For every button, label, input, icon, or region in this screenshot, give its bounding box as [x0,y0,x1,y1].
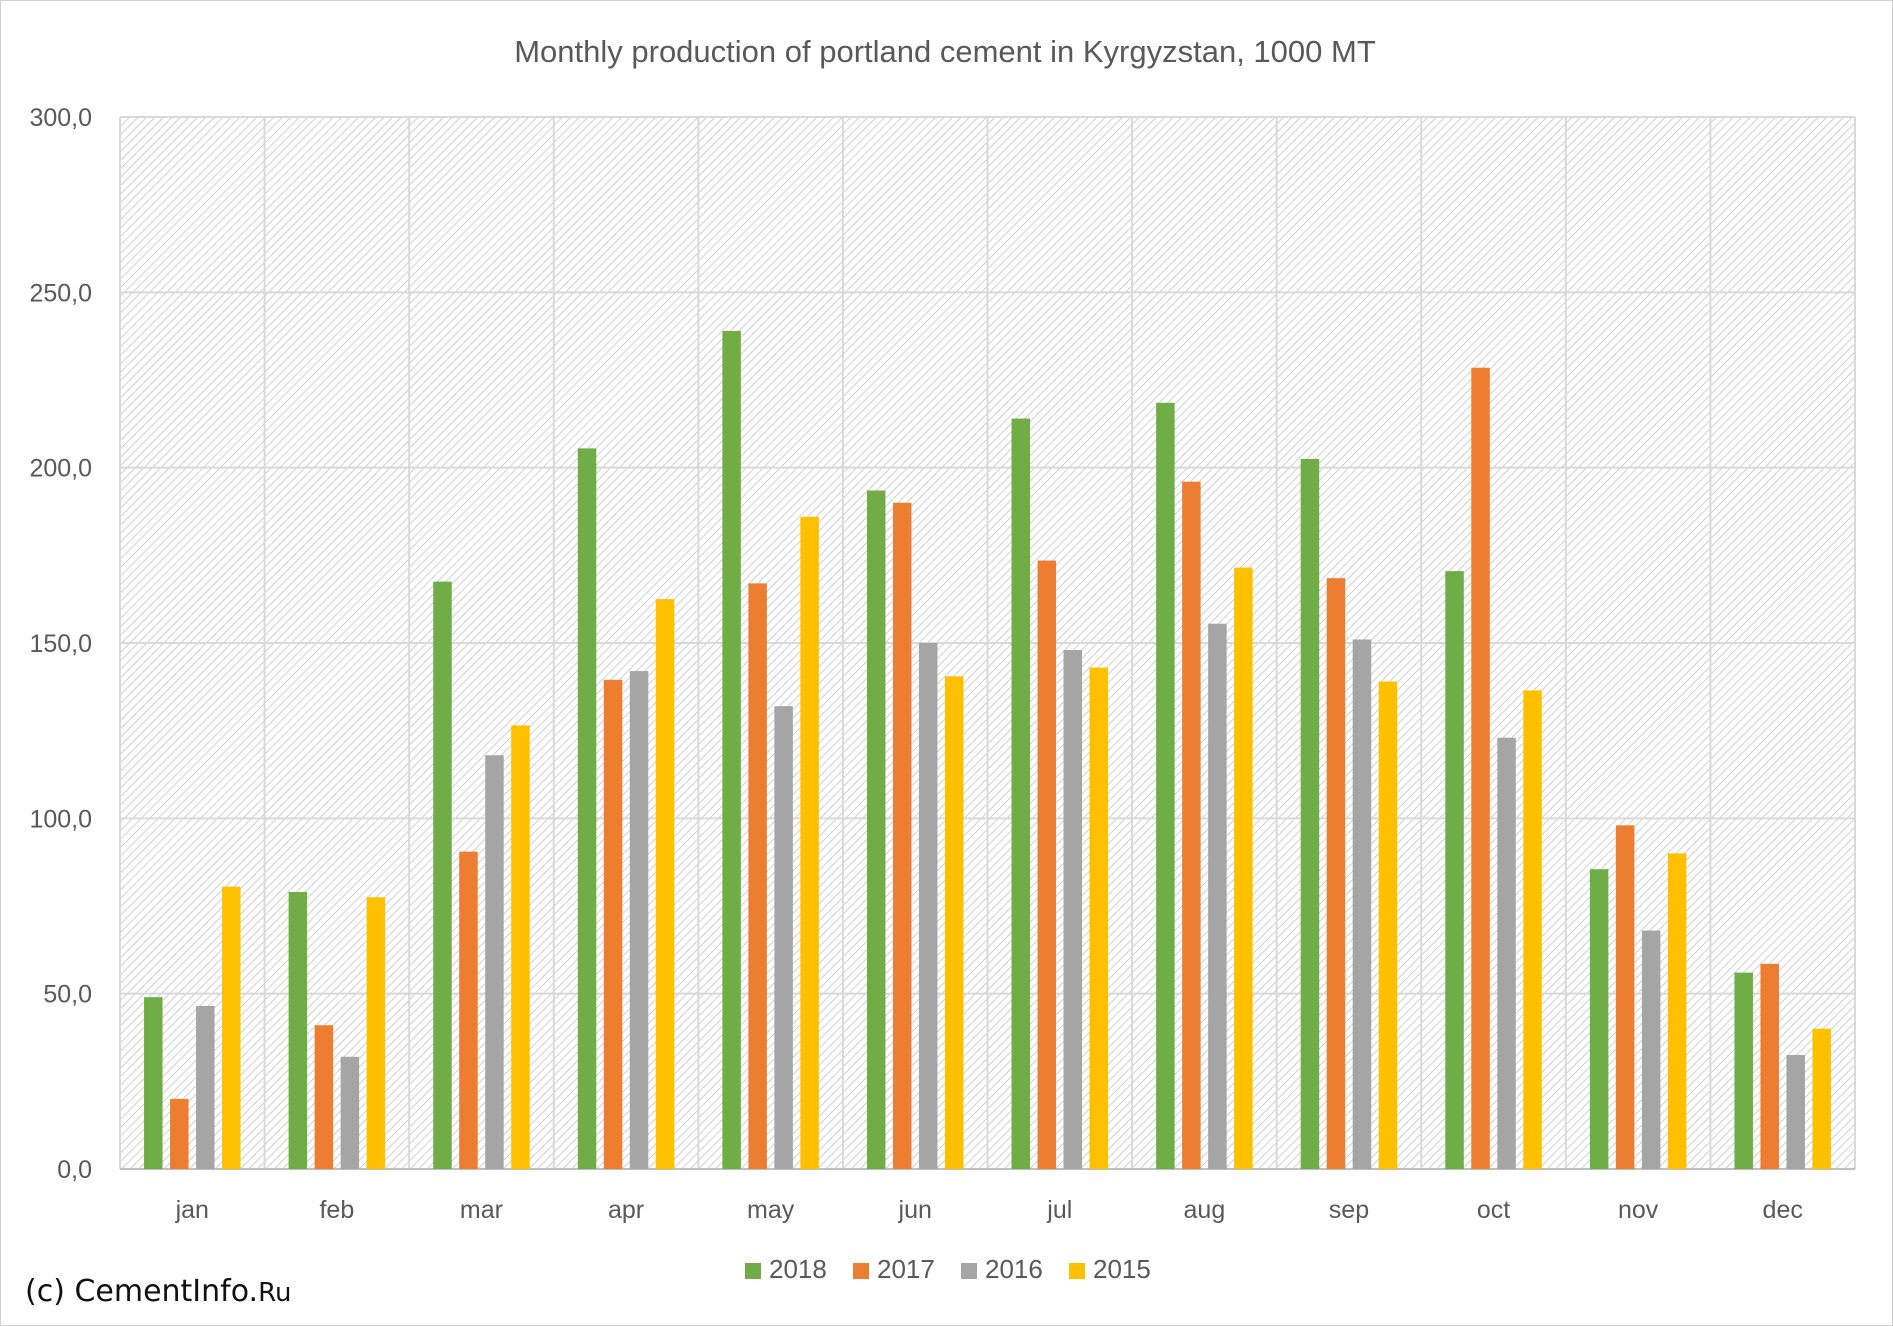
bar-2016-nov [1641,930,1661,1169]
x-tick-label: nov [1618,1196,1659,1224]
bar-2018-jun [866,490,886,1170]
credit-text: (c) CementInfo.Ru [25,1274,291,1309]
bar-2017-may [748,583,767,1169]
bar-2017-sep [1326,578,1346,1169]
bar-2016-sep [1352,639,1372,1169]
bar-2017-nov [1615,825,1635,1169]
bar-2016-may [774,706,793,1169]
bar-2015-may [800,516,819,1169]
bar-2018-jul [1011,418,1031,1169]
y-tick-label: 100,0 [29,805,92,833]
legend-swatch-2016 [961,1263,977,1279]
bar-2015-nov [1667,853,1687,1169]
x-axis: jan feb mar apr may jun jul aug sep oct nov dec [175,1196,1803,1224]
bar-2016-jun [918,643,938,1169]
bar-2017-oct [1471,367,1490,1169]
bar-2017-apr [603,679,623,1169]
y-tick-label: 0,0 [57,1156,92,1184]
credit-prefix: (c) CementInfo. [25,1274,259,1309]
x-tick-label: may [747,1196,795,1224]
x-tick-label: sep [1329,1196,1369,1224]
bar-2015-aug [1234,567,1253,1169]
x-tick-label: apr [608,1196,644,1224]
bar-2018-apr [577,448,597,1169]
bar-2017-feb [314,1025,334,1169]
y-tick-label: 150,0 [29,630,92,658]
y-tick-label: 300,0 [29,104,92,132]
bar-2016-aug [1208,623,1227,1169]
bar-2016-oct [1497,737,1516,1169]
bar-2015-jun [944,676,964,1169]
y-tick-label: 250,0 [29,279,92,307]
bar-2015-oct [1523,690,1542,1169]
bar-2017-jan [170,1098,189,1169]
bar-2015-jul [1089,667,1109,1169]
bar-2018-mar [433,581,452,1169]
legend-label-2017: 2017 [877,1254,935,1284]
bar-2017-jun [892,502,912,1169]
legend-swatch-2018 [745,1263,761,1279]
x-tick-label: oct [1477,1196,1510,1224]
bar-2016-dec [1786,1055,1805,1169]
bar-2016-jul [1063,650,1083,1169]
bar-2017-mar [459,851,478,1169]
bar-2018-dec [1734,972,1753,1169]
bar-2016-apr [629,671,649,1169]
bar-2018-oct [1445,571,1464,1169]
bar-2016-jan [196,1005,215,1169]
bars [144,330,1831,1170]
x-tick-label: mar [460,1196,503,1224]
legend-label-2016: 2016 [985,1254,1043,1284]
legend-swatch-2015 [1069,1263,1085,1279]
bar-2015-mar [511,725,530,1169]
legend-swatch-2017 [853,1263,869,1279]
legend-label-2015: 2015 [1093,1254,1151,1284]
x-tick-label: jan [175,1196,209,1224]
credit-suffix: Ru [258,1278,292,1308]
bar-2018-feb [288,891,308,1169]
bar-2017-aug [1182,481,1201,1169]
bar-2018-sep [1300,458,1320,1169]
x-tick-label: feb [319,1196,354,1224]
bar-2015-sep [1378,681,1398,1169]
bar-2018-nov [1589,869,1609,1169]
bar-2015-feb [366,897,386,1169]
bar-2015-jan [222,886,241,1169]
bar-2016-mar [485,755,504,1169]
legend-label-2018: 2018 [769,1254,827,1284]
x-tick-label: aug [1184,1196,1226,1224]
x-tick-label: jun [898,1196,932,1224]
bar-2017-dec [1760,963,1779,1169]
bar-2016-feb [340,1056,360,1169]
bar-2018-aug [1156,402,1175,1169]
bar-2015-apr [655,599,675,1169]
bar-2017-jul [1037,560,1057,1169]
bar-2018-may [722,330,741,1169]
legend: 2018 2017 2016 2015 [745,1254,1151,1284]
gridlines [119,116,1856,1170]
y-tick-label: 200,0 [29,455,92,483]
bar-2018-jan [144,997,163,1169]
bar-2015-dec [1812,1028,1831,1169]
chart-title: Monthly production of portland cement in… [514,34,1376,69]
y-tick-label: 50,0 [43,981,92,1009]
x-tick-label: dec [1763,1196,1803,1224]
y-axis: 0,0 50,0 100,0 150,0 200,0 250,0 300,0 [29,104,92,1184]
x-tick-label: jul [1046,1196,1072,1224]
